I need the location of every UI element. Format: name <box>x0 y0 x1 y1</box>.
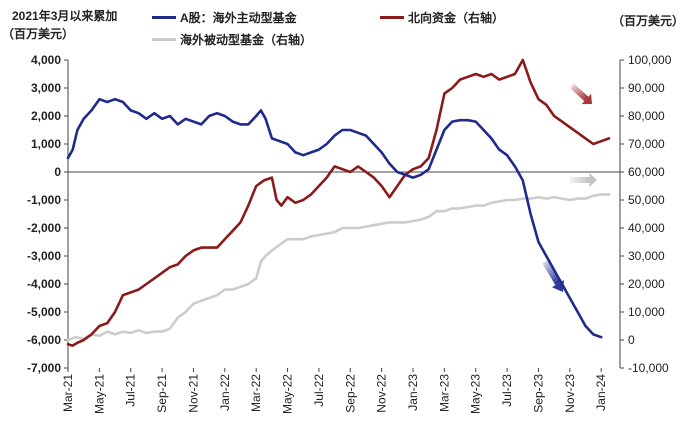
trend-arrow-northbound <box>569 83 592 105</box>
x-tick-label: Nov-21 <box>186 374 200 413</box>
x-tick-label: Jan-24 <box>594 374 608 411</box>
left-tick-label: 0 <box>54 165 61 179</box>
series-line-active-fund <box>66 97 603 339</box>
left-tick-label: -6,000 <box>27 333 61 347</box>
x-tick-label: Jan-23 <box>406 374 420 411</box>
x-tick-label: Nov-23 <box>563 374 577 413</box>
left-tick-label: 2,000 <box>31 109 61 123</box>
legend-item-passive-fund: 海外被动型基金（右轴） <box>152 31 312 48</box>
left-tick-label: 1,000 <box>31 137 61 151</box>
x-tick-label: Mar-22 <box>249 374 263 412</box>
right-tick-label: 70,000 <box>628 137 665 151</box>
right-tick-label: 30,000 <box>628 249 665 263</box>
right-tick-label: 20,000 <box>628 277 665 291</box>
x-tick-label: Jan-22 <box>218 374 232 411</box>
series-line-passive-fund <box>66 193 611 342</box>
right-tick-label: 60,000 <box>628 165 665 179</box>
x-tick-label: Mar-21 <box>61 374 75 412</box>
legend-label-northbound: 北向资金（右轴） <box>408 11 505 25</box>
trend-arrow-active <box>542 260 564 292</box>
x-tick-label: Sep-22 <box>343 374 357 413</box>
left-tick-label: -2,000 <box>27 221 61 235</box>
legend-swatch-northbound <box>380 16 404 19</box>
left-tick-label: 4,000 <box>31 53 61 67</box>
right-tick-label: -10,000 <box>628 361 669 375</box>
right-tick-label: 0 <box>628 333 635 347</box>
left-tick-label: -4,000 <box>27 277 61 291</box>
x-tick-label: May-21 <box>92 374 106 414</box>
right-axis-unit: （百万美元） <box>612 14 685 28</box>
right-tick-label: 80,000 <box>628 109 665 123</box>
series-line-northbound <box>66 58 611 347</box>
x-tick-label: Mar-23 <box>437 374 451 412</box>
left-tick-label: -5,000 <box>27 305 61 319</box>
right-tick-label: 40,000 <box>628 221 665 235</box>
legend-label-active-fund: A股：海外主动型基金 <box>180 11 297 25</box>
left-tick-label: -1,000 <box>27 193 61 207</box>
right-tick-label: 90,000 <box>628 81 665 95</box>
x-tick-label: May-22 <box>281 374 295 414</box>
right-tick-label: 10,000 <box>628 305 665 319</box>
legend-label-passive-fund: 海外被动型基金（右轴） <box>180 33 313 47</box>
left-axis-unit: （百万美元） <box>2 27 75 41</box>
x-tick-label: Jul-21 <box>124 374 138 407</box>
legend-item-active-fund: A股：海外主动型基金 <box>152 9 297 26</box>
trend-arrow-passive <box>570 173 597 187</box>
x-tick-label: Sep-23 <box>531 374 545 413</box>
right-tick-label: 100,000 <box>628 53 672 67</box>
x-tick-label: May-23 <box>469 374 483 414</box>
x-tick-label: Nov-22 <box>375 374 389 413</box>
left-tick-label: -7,000 <box>27 361 61 375</box>
right-tick-label: 50,000 <box>628 193 665 207</box>
x-tick-label: Jul-22 <box>312 374 326 407</box>
x-tick-label: Jul-23 <box>500 374 514 407</box>
legend-swatch-active-fund <box>152 16 176 19</box>
x-tick-label: Sep-21 <box>155 374 169 413</box>
chart-title: 2021年3月以来累加 <box>12 9 118 23</box>
left-tick-label: -3,000 <box>27 249 61 263</box>
left-tick-label: 3,000 <box>31 81 61 95</box>
legend-item-northbound: 北向资金（右轴） <box>380 9 504 26</box>
legend-swatch-passive-fund <box>152 38 176 41</box>
